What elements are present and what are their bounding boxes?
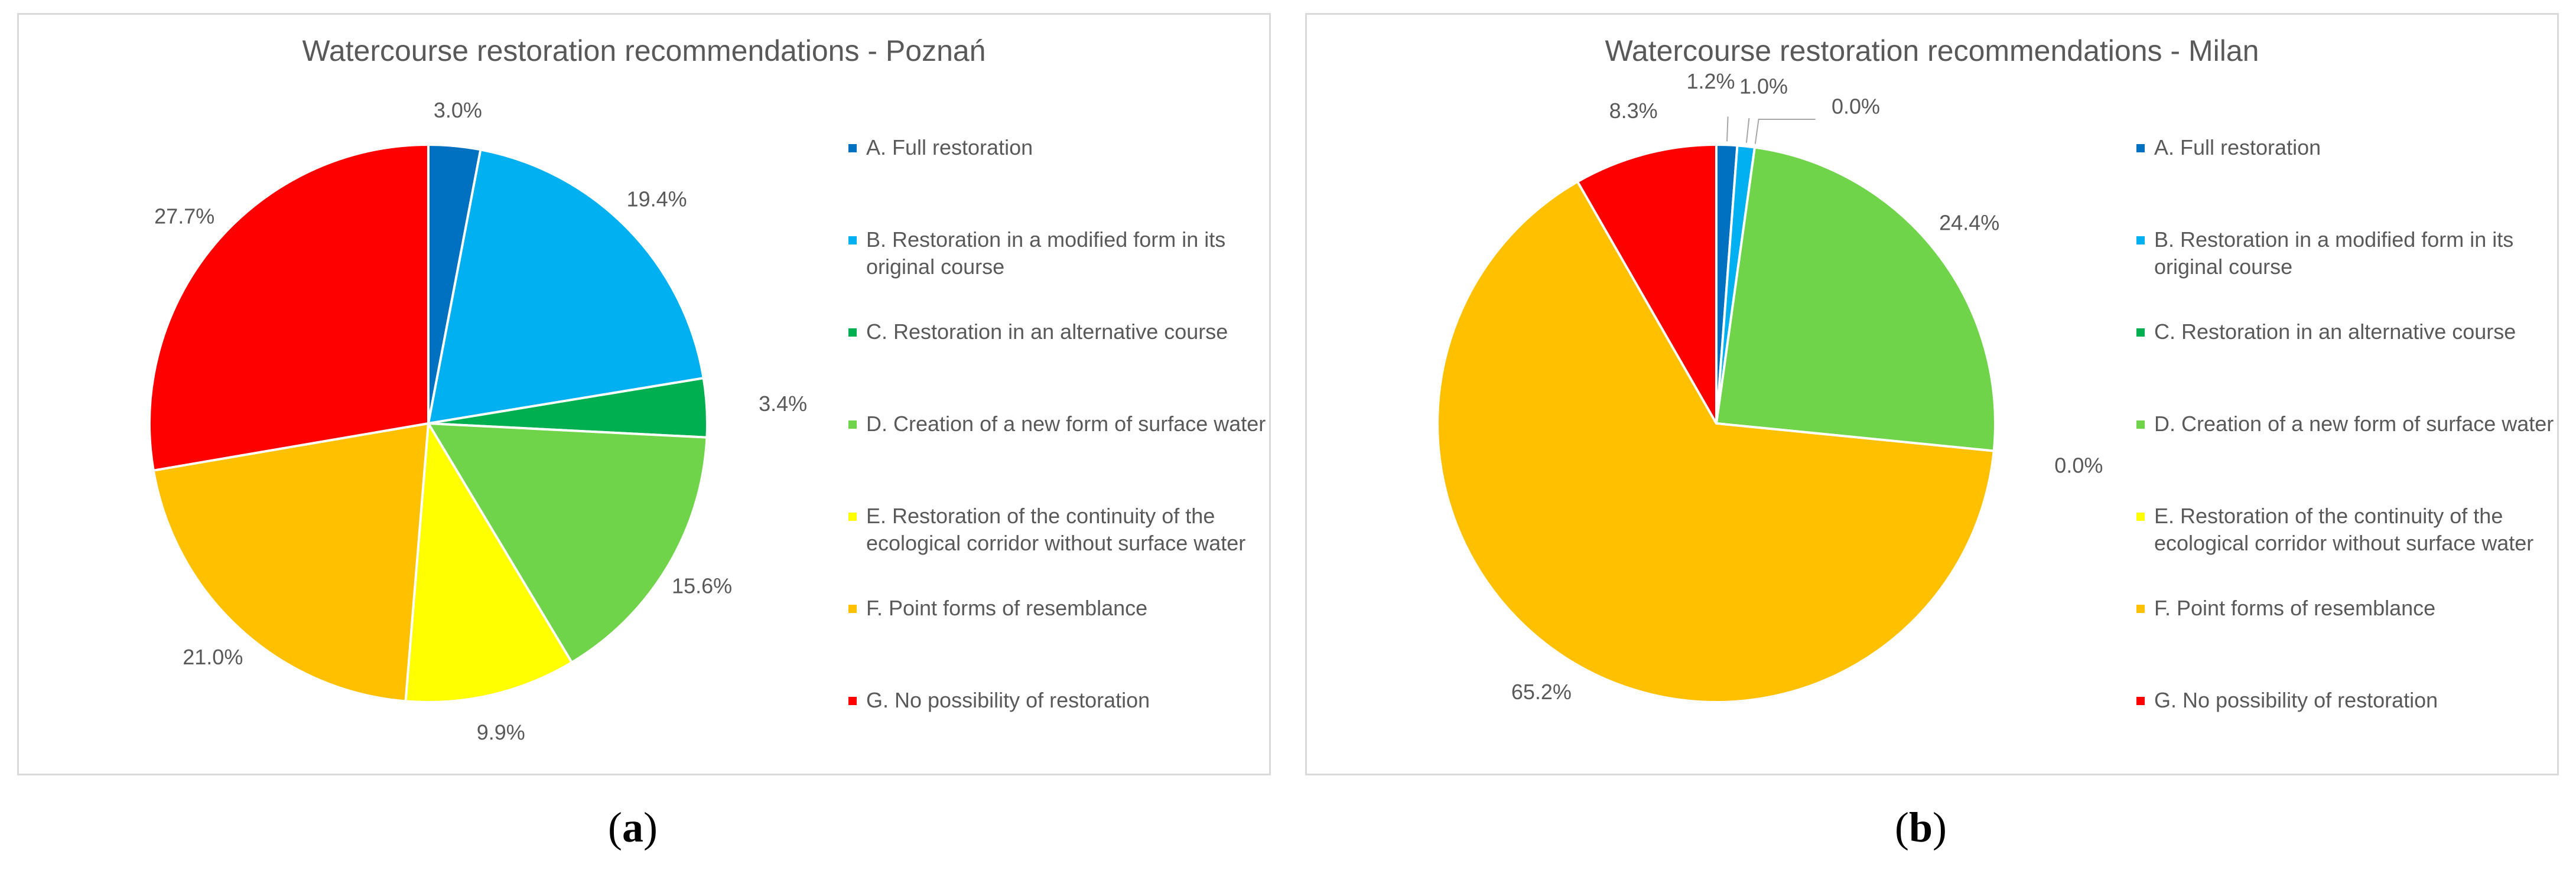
legend-label: D. Creation of a new form of surface wat… bbox=[2154, 412, 2554, 436]
chart-title: Watercourse restoration recommendations … bbox=[302, 34, 986, 67]
legend-swatch bbox=[2136, 144, 2145, 152]
legend-swatch bbox=[848, 420, 857, 429]
legend-swatch bbox=[848, 236, 857, 244]
data-label-c: 3.4% bbox=[759, 392, 807, 416]
pie-slice-f bbox=[152, 422, 430, 703]
data-label-e: 0.0% bbox=[2054, 453, 2103, 477]
legend-swatch bbox=[2136, 513, 2145, 521]
legend-label: A. Full restoration bbox=[866, 135, 1033, 159]
data-label-b: 1.0% bbox=[1739, 74, 1788, 99]
caption-open: ( bbox=[608, 804, 622, 851]
caption-letter: a bbox=[622, 804, 643, 851]
legend-swatch bbox=[2136, 697, 2145, 705]
data-label-f: 21.0% bbox=[183, 645, 243, 669]
legend-label: A. Full restoration bbox=[2154, 135, 2321, 159]
legend-label: E. Restoration of the continuity of the … bbox=[2154, 504, 2534, 555]
legend-swatch bbox=[2136, 236, 2145, 244]
legend-swatch bbox=[2136, 420, 2145, 429]
legend: A. Full restoration B. Restoration in a … bbox=[848, 15, 1268, 774]
data-label-c: 0.0% bbox=[1832, 94, 1880, 119]
legend-swatch bbox=[848, 328, 857, 337]
leader-line-c bbox=[1754, 119, 1816, 144]
pie-chart-milan: Watercourse restoration recommendations … bbox=[1305, 13, 2559, 775]
figure-caption-b: (b) bbox=[1862, 803, 1980, 852]
legend-label: C. Restoration in an alternative course bbox=[866, 319, 1228, 344]
caption-open: ( bbox=[1894, 804, 1909, 851]
legend-label: F. Point forms of resemblance bbox=[866, 596, 1148, 620]
chart-title: Watercourse restoration recommendations … bbox=[1605, 34, 2259, 67]
legend-label: D. Creation of a new form of surface wat… bbox=[866, 412, 1266, 436]
figure-caption-a: (a) bbox=[574, 803, 692, 852]
legend-swatch bbox=[848, 605, 857, 613]
data-label-a: 3.0% bbox=[434, 98, 482, 122]
legend-label: B. Restoration in a modified form in its… bbox=[866, 227, 1226, 279]
data-label-d: 24.4% bbox=[1939, 210, 1999, 234]
pie-slice-g bbox=[1576, 144, 1718, 425]
legend-label: B. Restoration in a modified form in its… bbox=[2154, 227, 2514, 279]
pie-slice-f bbox=[1436, 180, 1995, 703]
legend-swatch bbox=[848, 144, 857, 152]
legend-swatch bbox=[2136, 328, 2145, 337]
data-label-b: 19.4% bbox=[627, 187, 687, 211]
pie-plot-area: 3.0% 19.4% 3.4% 15.6% 9.9% 21.0% 27.7% bbox=[148, 98, 807, 744]
pie-slice-b bbox=[427, 148, 705, 425]
pie-chart-poznan: Watercourse restoration recommendations … bbox=[17, 13, 1271, 775]
legend-swatch bbox=[848, 513, 857, 521]
data-label-e: 9.9% bbox=[477, 720, 525, 744]
caption-letter: b bbox=[1908, 804, 1933, 851]
legend-label: G. No possibility of restoration bbox=[866, 688, 1150, 712]
legend-label: F. Point forms of resemblance bbox=[2154, 596, 2436, 620]
leader-line-b bbox=[1745, 118, 1750, 143]
data-label-d: 15.6% bbox=[672, 573, 732, 598]
pie-slice-d bbox=[1715, 146, 1996, 452]
legend-label: G. No possibility of restoration bbox=[2154, 688, 2438, 712]
data-label-f: 65.2% bbox=[1511, 680, 1572, 704]
caption-close: ) bbox=[1933, 804, 1947, 851]
legend: A. Full restoration B. Restoration in a … bbox=[2136, 15, 2556, 774]
legend-label: C. Restoration in an alternative course bbox=[2154, 319, 2516, 344]
pie-slice-g bbox=[148, 144, 430, 472]
data-label-g: 8.3% bbox=[1609, 99, 1658, 123]
legend-label: E. Restoration of the continuity of the … bbox=[866, 504, 1246, 555]
data-label-g: 27.7% bbox=[154, 204, 214, 228]
data-label-a: 1.2% bbox=[1686, 69, 1735, 93]
caption-close: ) bbox=[643, 804, 658, 851]
pie-slice-d bbox=[427, 422, 708, 664]
pie-plot-area: 1.2% 1.0% 0.0% 24.4% 0.0% 65.2% 8.3% bbox=[1436, 69, 2103, 704]
legend-swatch bbox=[2136, 605, 2145, 613]
leader-line-a bbox=[1726, 116, 1729, 142]
pie-slice-e bbox=[404, 422, 573, 703]
legend-swatch bbox=[848, 697, 857, 705]
